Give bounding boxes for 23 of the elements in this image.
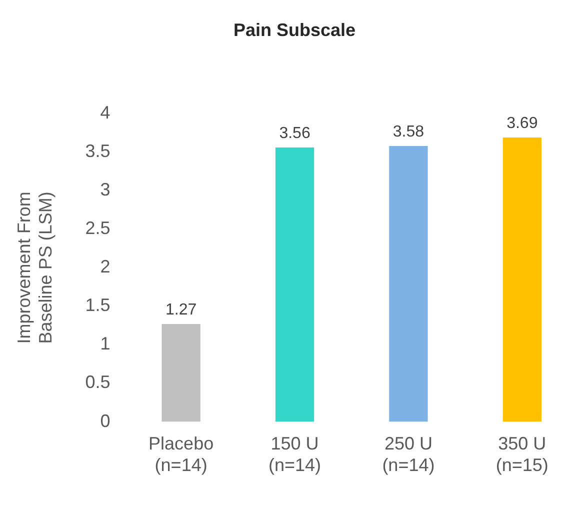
chart-title: Pain Subscale [233,20,356,40]
bar [389,146,428,422]
y-tick-label: 4 [100,102,110,123]
data-label: 1.27 [166,301,197,318]
y-axis-title: Improvement From Baseline PS (LSM) [14,192,56,344]
y-tick-label: 0.5 [85,372,110,392]
data-label: 3.58 [392,123,424,140]
y-tick-label: 2.5 [85,218,110,238]
x-tick-label: 350 U (n=15) [496,434,548,476]
y-tick-label: 1 [100,334,110,354]
data-label: 3.56 [279,124,310,142]
y-tick-label: 3.5 [85,141,110,162]
bar [502,137,542,422]
x-tick-label: Placebo (n=14) [148,434,214,476]
y-tick-label: 0 [100,410,110,431]
y-tick-label: 1.5 [85,295,110,316]
y-tick-label: 2 [100,256,110,277]
bar [162,324,200,422]
bar [275,148,314,422]
y-tick-label: 3 [100,180,110,200]
x-tick-label: 250 U (n=14) [382,434,435,476]
data-label: 3.69 [506,114,538,132]
x-tick-label: 150 U (n=14) [268,434,322,476]
